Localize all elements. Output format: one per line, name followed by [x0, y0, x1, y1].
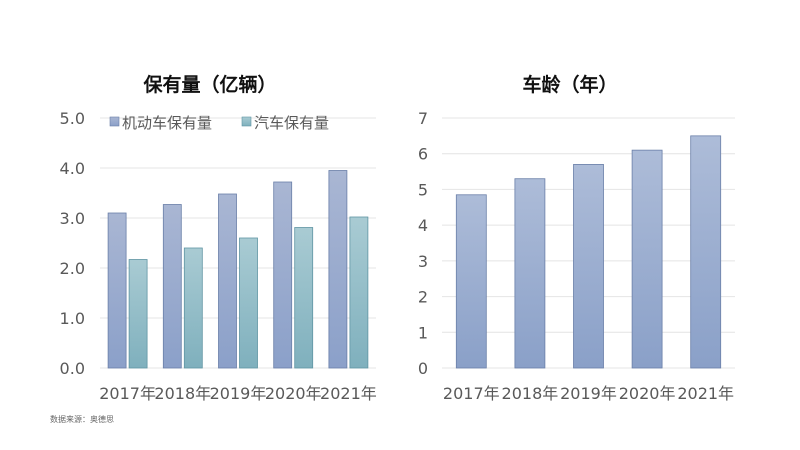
right-chart-title: 车龄（年）	[522, 74, 618, 96]
right-bar	[514, 178, 546, 369]
left-legend-swatch	[109, 116, 120, 127]
left-x-tick-label: 2021年	[320, 384, 377, 403]
right-bar	[690, 135, 722, 369]
right-y-tick-label: 3	[418, 252, 428, 271]
right-x-tick-label: 2019年	[560, 384, 617, 403]
left-bar	[183, 247, 203, 369]
data-source-note: 数据来源：奥德思	[50, 415, 114, 424]
left-x-tick-label: 2020年	[265, 384, 322, 403]
left-bar	[107, 212, 127, 369]
left-bar	[128, 259, 148, 369]
right-y-tick-label: 7	[418, 109, 428, 128]
right-y-tick-label: 1	[418, 323, 428, 342]
left-legend-label: 机动车保有量	[122, 114, 212, 132]
left-bar	[239, 237, 258, 369]
right-x-tick-label: 2021年	[677, 384, 734, 403]
left-bar	[273, 181, 293, 369]
left-y-tick-label: 4.0	[60, 159, 85, 178]
right-x-tick-label: 2018年	[502, 384, 559, 403]
left-bar	[218, 193, 237, 369]
right-y-tick-label: 2	[418, 288, 428, 307]
right-bar	[573, 164, 604, 369]
left-bar	[328, 170, 348, 369]
right-x-tick-label: 2017年	[443, 384, 500, 403]
left-y-tick-label: 2.0	[60, 259, 85, 278]
right-y-tick-label: 0	[418, 359, 428, 378]
right-x-tick-label: 2020年	[619, 384, 676, 403]
left-legend-label: 汽车保有量	[254, 114, 329, 132]
left-y-tick-label: 5.0	[60, 109, 85, 128]
left-chart-title: 保有量（亿辆）	[143, 74, 277, 96]
left-legend-swatch	[241, 116, 252, 127]
right-y-tick-label: 6	[418, 145, 428, 164]
right-bar	[631, 149, 663, 369]
right-y-tick-label: 4	[418, 216, 428, 235]
left-x-tick-label: 2017年	[99, 384, 156, 403]
left-y-tick-label: 3.0	[60, 209, 85, 228]
left-bar	[294, 227, 314, 369]
left-bar	[162, 204, 182, 369]
left-x-tick-label: 2018年	[154, 384, 211, 403]
right-bar	[455, 194, 487, 369]
right-y-tick-label: 5	[418, 180, 428, 199]
left-y-tick-label: 1.0	[60, 309, 85, 328]
left-x-tick-label: 2019年	[210, 384, 267, 403]
left-bar	[349, 216, 369, 369]
left-y-tick-label: 0.0	[60, 359, 85, 378]
